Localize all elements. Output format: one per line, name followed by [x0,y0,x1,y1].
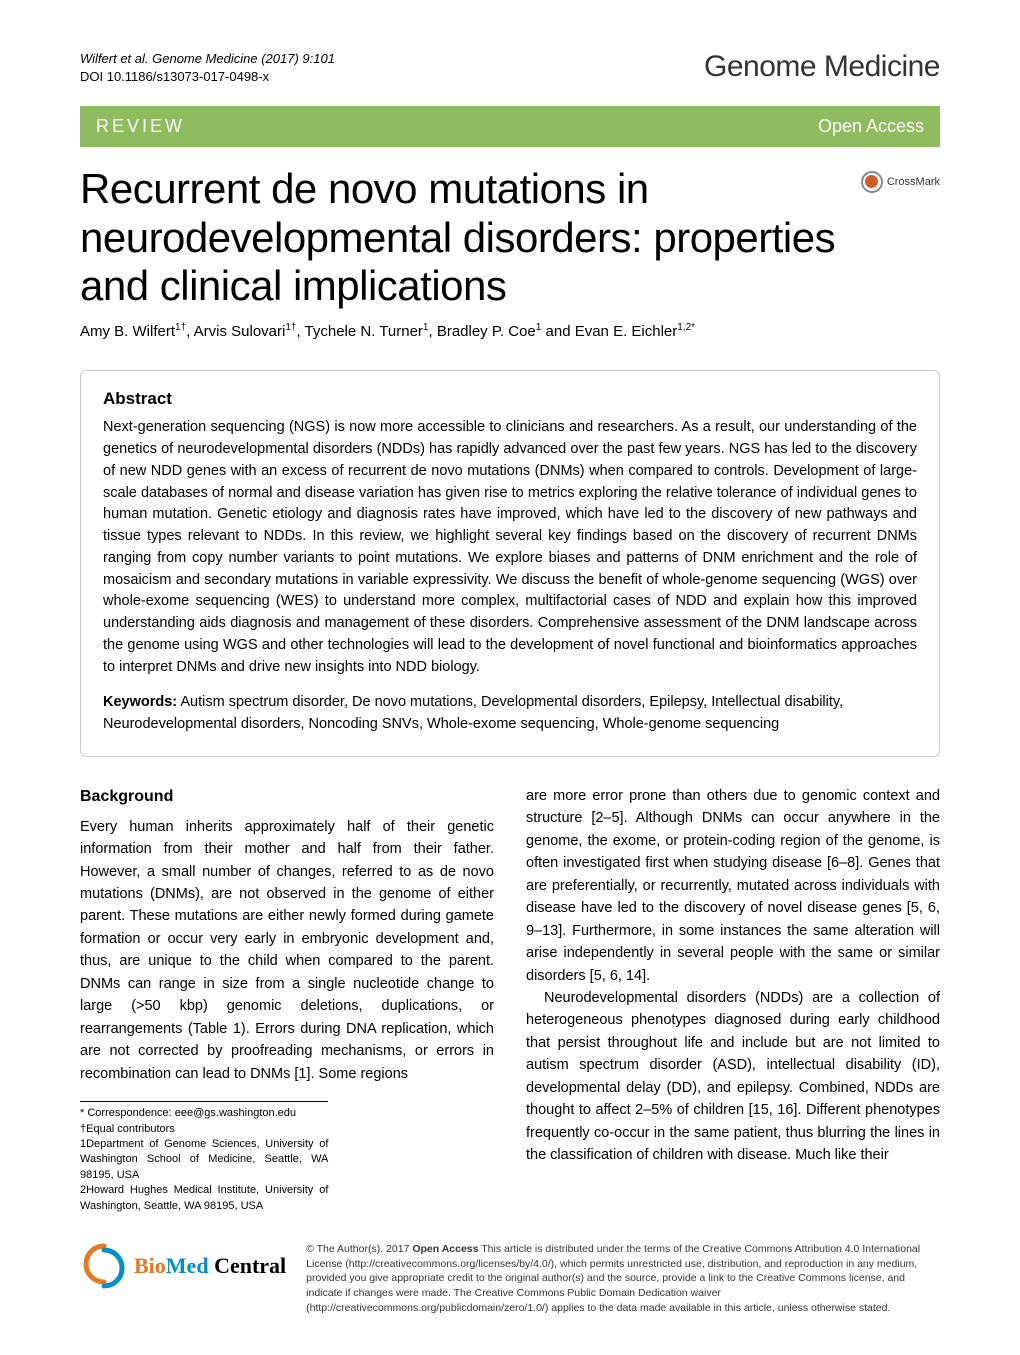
keywords-label: Keywords: [103,694,177,710]
abstract-box: Abstract Next-generation sequencing (NGS… [80,370,940,757]
footnotes: * Correspondence: eee@gs.washington.edu … [80,1101,328,1214]
column-left: Background Every human inherits approxim… [80,785,494,1214]
citation: Wilfert et al. Genome Medicine (2017) 9:… [80,50,335,86]
affiliation-1: 1Department of Genome Sciences, Universi… [80,1137,328,1183]
header: Wilfert et al. Genome Medicine (2017) 9:… [80,50,940,86]
license-text: © The Author(s). 2017 Open Access This a… [306,1242,940,1315]
citation-line1: Wilfert et al. Genome Medicine (2017) 9:… [80,50,335,68]
body-paragraph: Neurodevelopmental disorders (NDDs) are … [526,987,940,1167]
crossmark-label: CrossMark [887,176,940,188]
doi: DOI 10.1186/s13073-017-0498-x [80,68,335,86]
body-paragraph: are more error prone than others due to … [526,785,940,987]
biomed-central-logo: BioMed Central [80,1242,286,1290]
footer: BioMed Central © The Author(s). 2017 Ope… [80,1242,940,1315]
article-title: Recurrent de novo mutations in neurodeve… [80,165,841,310]
affiliation-2: 2Howard Hughes Medical Institute, Univer… [80,1183,328,1214]
bmc-logo-text: BioMed Central [134,1253,286,1279]
crossmark-icon [861,171,883,193]
keywords-text: Autism spectrum disorder, De novo mutati… [103,694,843,732]
section-label: REVIEW [96,116,185,137]
bmc-swirl-icon [80,1242,128,1290]
open-access-label: Open Access [818,116,924,137]
crossmark-badge[interactable]: CrossMark [861,171,940,193]
column-right: are more error prone than others due to … [526,785,940,1214]
section-banner: REVIEW Open Access [80,106,940,147]
keywords: Keywords: Autism spectrum disorder, De n… [103,692,917,736]
journal-logo: Genome Medicine [704,50,940,84]
abstract-text: Next-generation sequencing (NGS) is now … [103,417,917,678]
body-columns: Background Every human inherits approxim… [80,785,940,1214]
equal-contributors: †Equal contributors [80,1122,328,1137]
abstract-heading: Abstract [103,389,917,409]
authors: Amy B. Wilfert1†, Arvis Sulovari1†, Tych… [80,322,940,340]
body-paragraph: Every human inherits approximately half … [80,816,494,1086]
background-heading: Background [80,785,494,810]
correspondence: * Correspondence: eee@gs.washington.edu [80,1106,328,1121]
